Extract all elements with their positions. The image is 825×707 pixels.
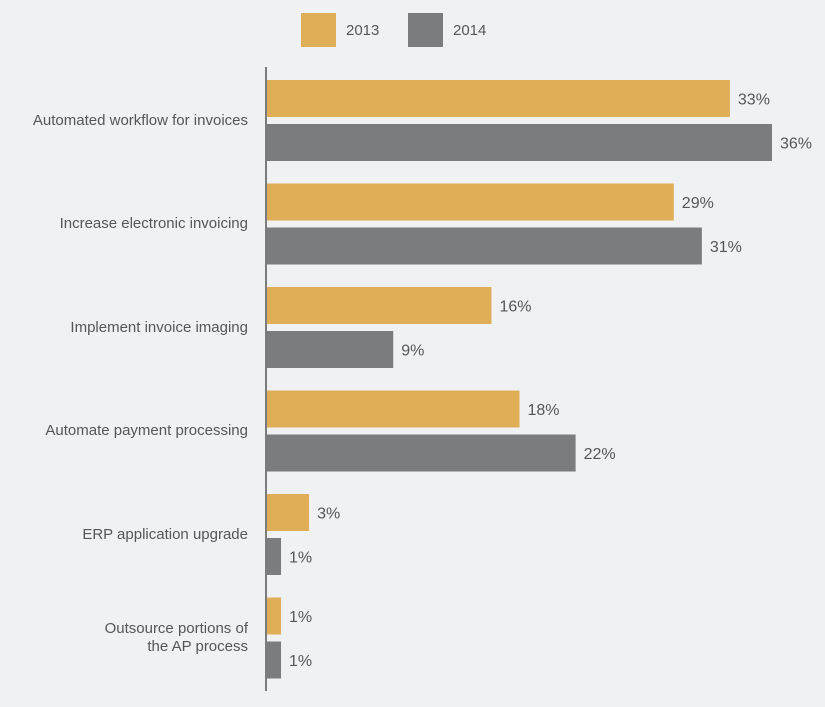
bar-2014-0 [267,124,772,161]
category-label: ERP application upgrade [82,525,248,543]
data-label-2013-5: 1% [289,609,312,626]
bar-2013-4 [267,494,310,531]
bar-2013-2 [267,287,492,324]
bar-2014-4 [267,538,282,575]
bar-2014-1 [267,227,702,265]
category-label: Automated workflow for invoices [32,111,248,129]
category-label: Outsource portions of the AP process [104,620,248,655]
legend-label-2014: 2014 [453,21,487,39]
data-label-2014-2: 9% [401,343,424,360]
legend-item-2014: 2014 [408,13,486,47]
bar-2013-3 [267,390,520,428]
data-label-2014-5: 1% [289,653,312,670]
data-label-2013-3: 18% [528,402,560,419]
data-label-2014-4: 1% [289,550,312,567]
data-label-2014-0: 36% [780,136,812,153]
data-label-2013-0: 33% [738,92,770,109]
data-label-2014-1: 31% [710,239,742,256]
category-label: Implement invoice imaging [70,318,248,336]
category-label: Increase electronic invoicing [59,215,248,232]
bar-2014-5 [267,641,282,679]
bar-2014-2 [267,331,394,368]
legend-label-2013: 2013 [346,21,380,39]
data-label-2013-1: 29% [682,195,714,212]
bar-2013-5 [267,597,282,635]
data-label-2013-4: 3% [317,506,340,523]
data-label-2014-3: 22% [584,446,616,463]
legend-item-2013: 2013 [301,13,379,47]
category-label: Automate payment processing [45,422,248,439]
legend-swatch-2013 [301,13,336,47]
legend-swatch-2014 [408,13,443,47]
bar-2013-0 [267,80,730,117]
bar-2014-3 [267,434,576,472]
data-label-2013-2: 16% [499,299,531,316]
bar-2013-1 [267,183,674,221]
